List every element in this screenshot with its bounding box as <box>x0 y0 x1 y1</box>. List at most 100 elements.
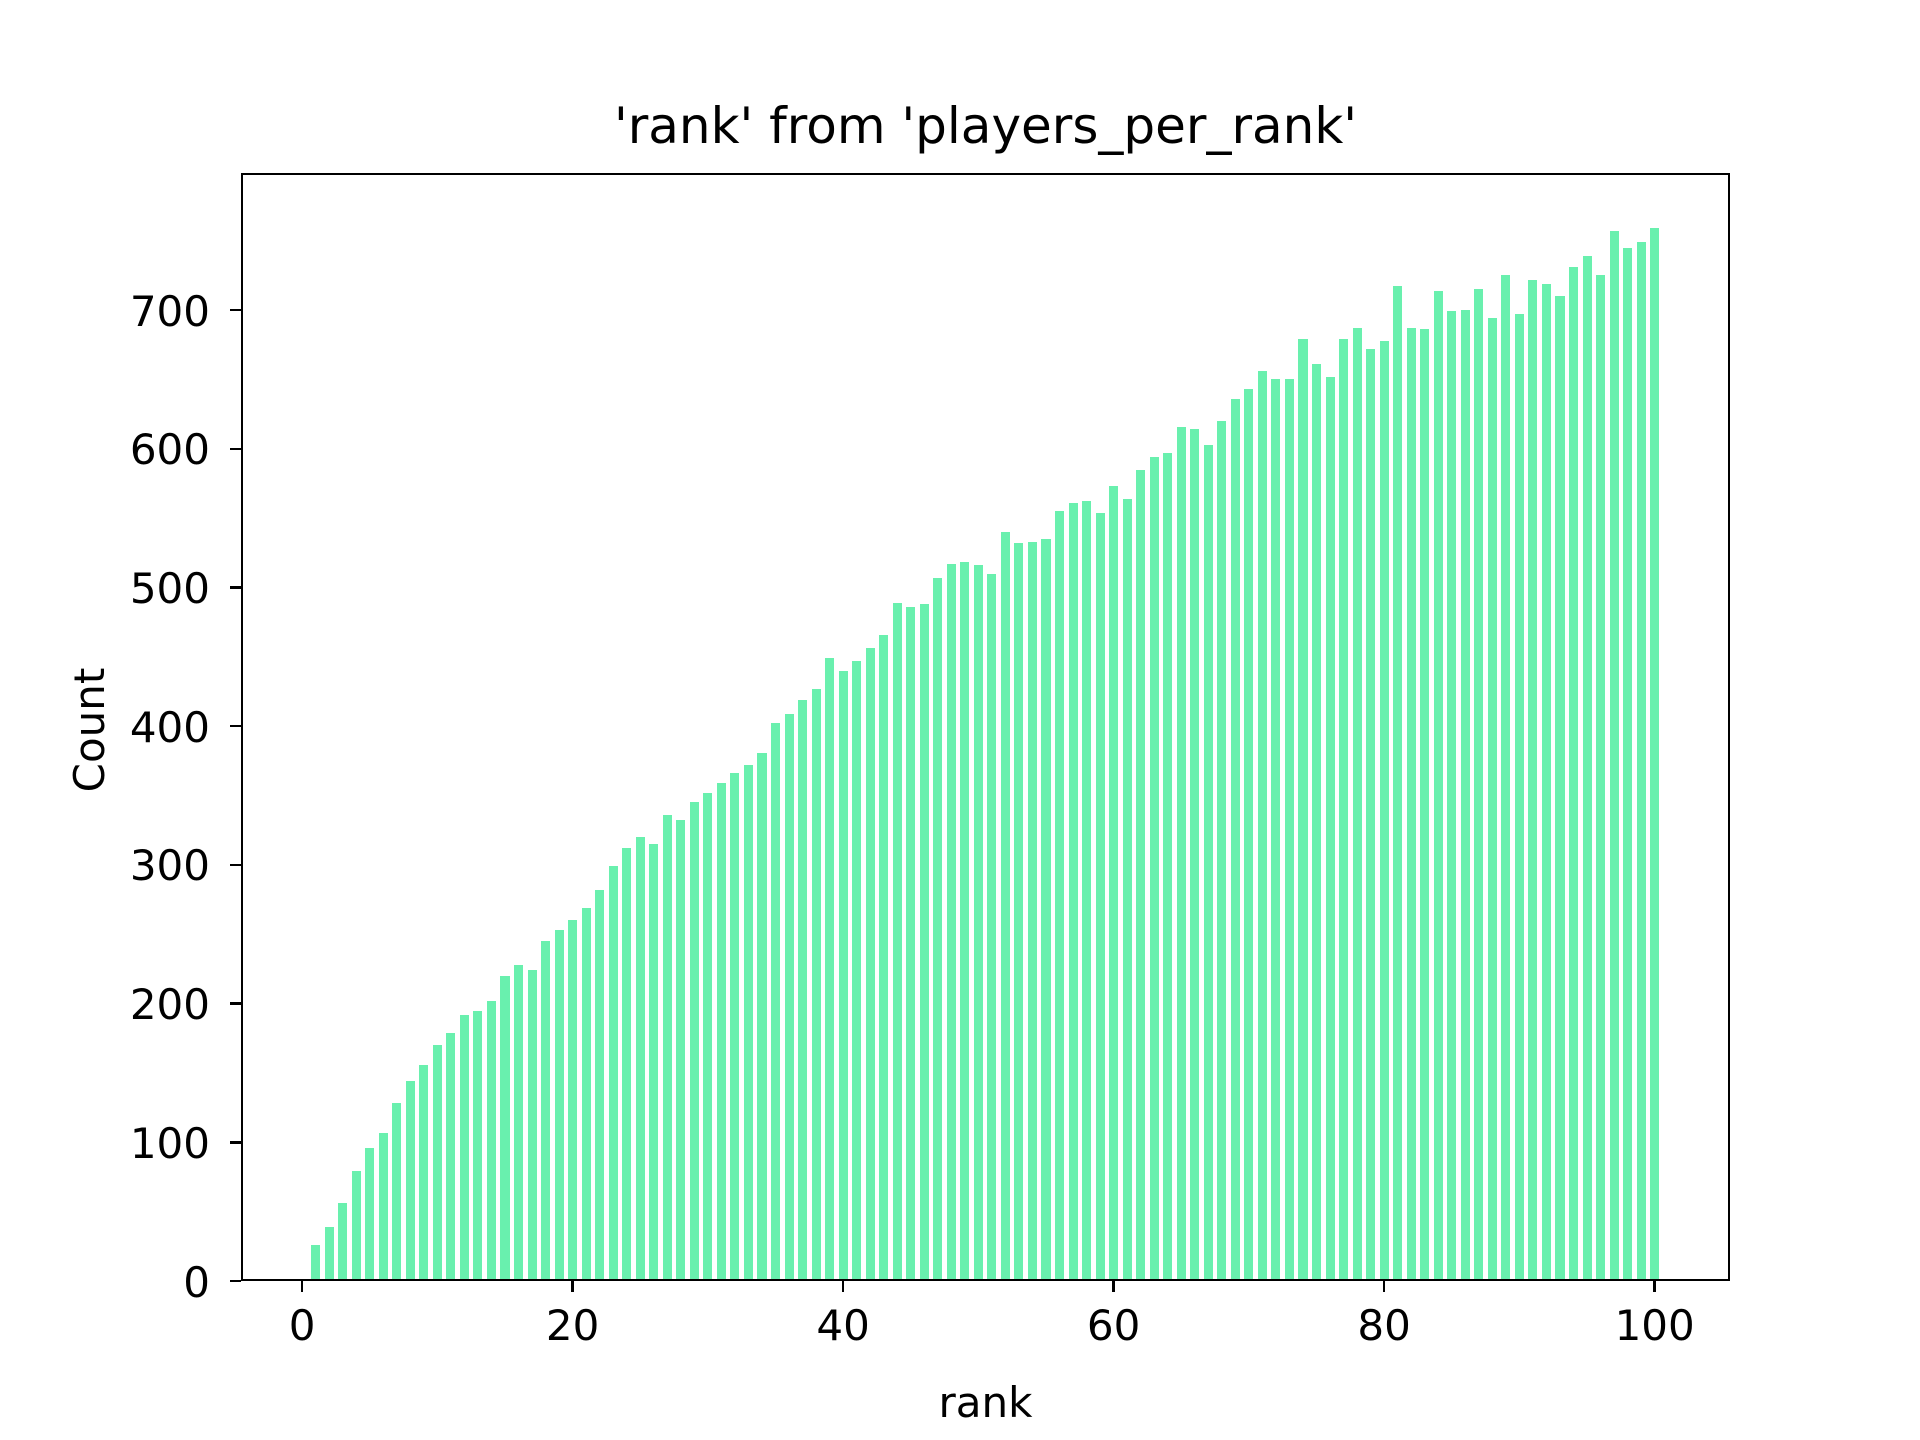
x-tick-40 <box>841 1281 845 1292</box>
bar-rank-75 <box>1312 364 1322 1281</box>
bar-rank-91 <box>1528 279 1538 1281</box>
bar-rank-11 <box>446 1032 456 1281</box>
bar-rank-67 <box>1203 444 1213 1281</box>
bar-rank-39 <box>825 658 835 1281</box>
bar-rank-83 <box>1420 329 1430 1281</box>
bar-rank-15 <box>500 975 510 1281</box>
bar-rank-7 <box>392 1103 402 1281</box>
bar-rank-33 <box>743 765 753 1281</box>
bar-rank-93 <box>1555 296 1565 1281</box>
bar-rank-65 <box>1176 426 1186 1281</box>
bar-rank-24 <box>622 848 632 1281</box>
bar-rank-86 <box>1460 310 1470 1281</box>
x-tick-0 <box>300 1281 304 1292</box>
y-tick-600 <box>230 447 241 450</box>
bar-rank-17 <box>527 970 537 1281</box>
y-tick-label-400: 400 <box>129 702 210 752</box>
bar-rank-85 <box>1447 311 1457 1281</box>
bar-rank-78 <box>1352 328 1362 1281</box>
bar-rank-35 <box>770 723 781 1281</box>
x-tick-label-20: 20 <box>545 1301 600 1350</box>
bar-rank-98 <box>1623 247 1633 1281</box>
bar-rank-69 <box>1230 398 1240 1281</box>
bar-rank-36 <box>784 713 794 1281</box>
bar-rank-52 <box>1000 531 1010 1281</box>
bar-rank-16 <box>514 964 524 1281</box>
bar-rank-87 <box>1474 289 1484 1281</box>
bar-rank-18 <box>541 941 551 1281</box>
bar-rank-71 <box>1257 371 1267 1281</box>
bar-rank-34 <box>757 752 767 1281</box>
bar-rank-53 <box>1014 543 1024 1281</box>
bar-rank-66 <box>1190 429 1200 1281</box>
bar-rank-12 <box>459 1014 469 1281</box>
bar-rank-63 <box>1149 457 1159 1281</box>
bar-rank-20 <box>568 920 578 1281</box>
bar-rank-92 <box>1541 283 1551 1281</box>
y-tick-300 <box>230 863 241 867</box>
bar-rank-99 <box>1636 242 1646 1281</box>
bar-rank-29 <box>689 802 699 1281</box>
bar-rank-97 <box>1609 230 1619 1281</box>
y-tick-100 <box>230 1141 241 1144</box>
bar-rank-79 <box>1366 348 1376 1281</box>
bar-rank-27 <box>662 814 672 1281</box>
bar-rank-55 <box>1041 538 1051 1281</box>
chart-title: 'rank' from 'players_per_rank' <box>613 97 1358 155</box>
bar-rank-74 <box>1298 339 1308 1281</box>
bar-rank-10 <box>432 1045 442 1281</box>
y-tick-200 <box>230 1002 241 1005</box>
bar-rank-26 <box>649 844 659 1281</box>
y-tick-label-300: 300 <box>129 841 210 891</box>
bar-rank-100 <box>1650 228 1660 1281</box>
x-tick-100 <box>1653 1281 1656 1292</box>
y-tick-400 <box>230 724 241 728</box>
bar-rank-25 <box>635 837 645 1281</box>
bar-rank-30 <box>703 792 713 1281</box>
bar-rank-2 <box>324 1226 334 1281</box>
bar-rank-3 <box>338 1203 348 1281</box>
bar-rank-73 <box>1284 379 1294 1281</box>
bar-rank-9 <box>419 1064 429 1281</box>
y-tick-label-0: 0 <box>183 1257 210 1307</box>
bar-rank-82 <box>1406 328 1416 1281</box>
y-tick-0 <box>230 1279 241 1283</box>
y-tick-label-500: 500 <box>129 563 210 613</box>
y-tick-label-700: 700 <box>129 286 210 336</box>
y-tick-label-100: 100 <box>129 1118 210 1168</box>
bar-rank-51 <box>987 573 997 1281</box>
bar-rank-44 <box>892 602 902 1281</box>
bar-rank-89 <box>1501 275 1511 1281</box>
bar-rank-84 <box>1433 290 1443 1281</box>
x-tick-label-100: 100 <box>1614 1301 1695 1350</box>
bar-rank-96 <box>1596 275 1606 1281</box>
bar-rank-60 <box>1109 486 1119 1281</box>
bar-rank-28 <box>676 820 686 1281</box>
bar-rank-94 <box>1568 267 1579 1281</box>
x-axis-label: rank <box>938 1378 1033 1427</box>
bar-rank-43 <box>879 634 889 1281</box>
bar-rank-59 <box>1095 512 1105 1281</box>
bar-rank-50 <box>973 565 983 1281</box>
bar-rank-81 <box>1393 286 1403 1281</box>
y-tick-500 <box>230 586 241 589</box>
bar-rank-46 <box>919 604 929 1281</box>
bar-rank-54 <box>1027 541 1038 1281</box>
bar-rank-13 <box>473 1010 483 1281</box>
y-tick-700 <box>230 308 241 312</box>
bar-rank-14 <box>486 1000 496 1281</box>
bar-rank-88 <box>1487 318 1497 1281</box>
bar-rank-45 <box>906 606 916 1281</box>
bar-rank-70 <box>1244 389 1254 1281</box>
bar-rank-21 <box>581 907 591 1281</box>
bar-rank-58 <box>1082 501 1092 1281</box>
x-tick-label-40: 40 <box>816 1301 870 1350</box>
bar-rank-23 <box>608 866 618 1281</box>
bar-rank-22 <box>595 889 605 1281</box>
bar-rank-47 <box>933 577 943 1281</box>
bar-rank-48 <box>946 563 956 1281</box>
bar-rank-95 <box>1582 255 1592 1281</box>
bar-rank-5 <box>365 1147 375 1281</box>
bar-rank-40 <box>838 670 848 1281</box>
bar-rank-49 <box>960 562 970 1281</box>
